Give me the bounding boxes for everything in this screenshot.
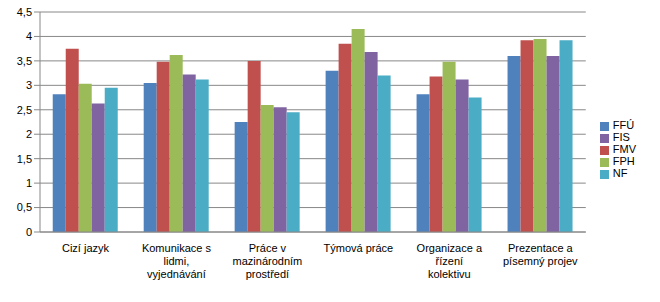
svg-text:3: 3: [26, 79, 32, 91]
svg-text:0,5: 0,5: [17, 201, 32, 213]
svg-text:Komunikace slidmi,vyjednávání: Komunikace slidmi,vyjednávání: [142, 242, 212, 280]
html-text:FIS: FIS: [612, 131, 630, 143]
svg-text:Cizí jazyk: Cizí jazyk: [62, 242, 110, 254]
svg-text:1: 1: [26, 177, 32, 189]
html-text:NF: NF: [612, 167, 628, 179]
svg-text:2,5: 2,5: [17, 104, 32, 116]
svg-text:Práce vmazinárodnímprostředí: Práce vmazinárodnímprostředí: [233, 242, 303, 280]
html-text:FFÚ: FFÚ: [612, 119, 635, 131]
svg-text:4: 4: [26, 30, 32, 42]
svg-text:Organizace ařízeníkolektivu: Organizace ařízeníkolektivu: [417, 242, 483, 280]
html-text:FMV: FMV: [612, 143, 636, 155]
svg-text:1,5: 1,5: [17, 153, 32, 165]
svg-text:2: 2: [26, 128, 32, 140]
html-text:FPH: FPH: [612, 155, 635, 167]
svg-text:4,5: 4,5: [17, 6, 32, 18]
svg-text:Týmová práce: Týmová práce: [324, 242, 394, 254]
svg-text:Prezentace apísemný projev: Prezentace apísemný projev: [503, 242, 578, 267]
svg-text:0: 0: [26, 226, 32, 238]
svg-text:3,5: 3,5: [17, 55, 32, 67]
